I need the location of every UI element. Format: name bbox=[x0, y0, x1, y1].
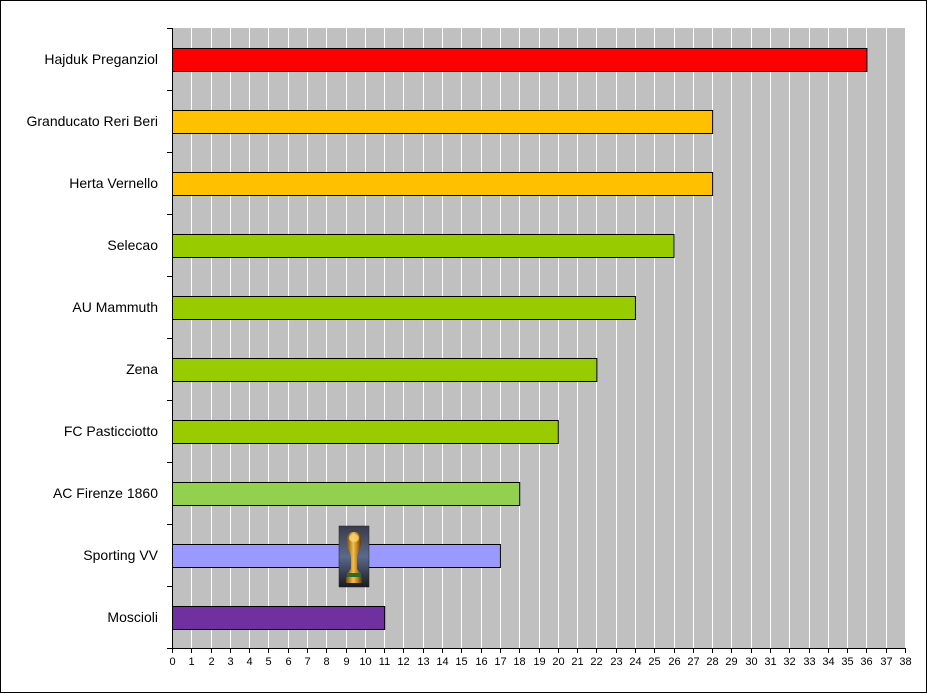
world-cup-trophy-icon bbox=[338, 525, 370, 588]
category-label: Granducato Reri Beri bbox=[26, 113, 158, 129]
x-tick-label: 35 bbox=[841, 656, 853, 668]
x-tick-label: 16 bbox=[475, 656, 487, 668]
category-label: Selecao bbox=[107, 237, 158, 253]
bars bbox=[172, 48, 868, 630]
x-tick-label: 22 bbox=[590, 656, 602, 668]
category-label: AU Mammuth bbox=[72, 299, 158, 315]
x-tick-label: 15 bbox=[455, 656, 467, 668]
category-label: Moscioli bbox=[107, 609, 158, 625]
x-tick-label: 28 bbox=[706, 656, 718, 668]
x-tick-label: 9 bbox=[343, 656, 349, 668]
x-tick-label: 21 bbox=[571, 656, 583, 668]
x-tick-label: 30 bbox=[745, 656, 757, 668]
bar bbox=[172, 544, 501, 568]
bar bbox=[172, 420, 559, 444]
x-tick-label: 37 bbox=[880, 656, 892, 668]
x-tick-label: 0 bbox=[169, 656, 175, 668]
x-tick-label: 13 bbox=[417, 656, 429, 668]
category-label: FC Pasticciotto bbox=[64, 423, 158, 439]
category-label: Herta Vernello bbox=[69, 175, 158, 191]
x-tick-label: 38 bbox=[899, 656, 911, 668]
x-tick-label: 27 bbox=[687, 656, 699, 668]
axes bbox=[167, 28, 906, 653]
category-label: Hajduk Preganziol bbox=[44, 51, 158, 67]
bar bbox=[172, 606, 386, 630]
category-label: Zena bbox=[126, 361, 158, 377]
x-tick-label: 8 bbox=[323, 656, 329, 668]
category-label: Sporting VV bbox=[83, 547, 158, 563]
x-tick-label: 2 bbox=[208, 656, 214, 668]
bar bbox=[172, 296, 636, 320]
x-tick-label: 10 bbox=[359, 656, 371, 668]
x-tick-label: 1 bbox=[188, 656, 194, 668]
category-labels: Hajduk Preganziol Granducato Reri Beri Her… bbox=[26, 51, 158, 625]
x-tick-label: 20 bbox=[552, 656, 564, 668]
x-tick-label: 5 bbox=[265, 656, 271, 668]
x-tick-label: 14 bbox=[436, 656, 448, 668]
x-tick-label: 36 bbox=[860, 656, 872, 668]
x-tick-label: 32 bbox=[783, 656, 795, 668]
x-tick-label: 23 bbox=[610, 656, 622, 668]
bar bbox=[172, 234, 675, 258]
x-tick-label: 34 bbox=[822, 656, 834, 668]
bar bbox=[172, 48, 868, 72]
x-tick-label: 18 bbox=[513, 656, 525, 668]
x-tick-label: 26 bbox=[668, 656, 680, 668]
x-tick-label: 25 bbox=[648, 656, 660, 668]
bar bbox=[172, 172, 714, 196]
x-tick-labels: 0 1 2 3 4 5 6 7 8 9 10 11 12 13 14 15 16 17 18 19 20 21 22 23 24… bbox=[169, 656, 911, 668]
category-label: AC Firenze 1860 bbox=[53, 485, 158, 501]
x-tick-label: 24 bbox=[629, 656, 641, 668]
x-tick-label: 4 bbox=[246, 656, 252, 668]
x-tick-label: 3 bbox=[227, 656, 233, 668]
x-tick-label: 33 bbox=[803, 656, 815, 668]
bar bbox=[172, 482, 521, 506]
x-tick-label: 6 bbox=[285, 656, 291, 668]
x-tick-label: 12 bbox=[397, 656, 409, 668]
x-tick-label: 17 bbox=[494, 656, 506, 668]
x-tick-label: 29 bbox=[725, 656, 737, 668]
bar bbox=[172, 358, 598, 382]
x-tick-label: 7 bbox=[304, 656, 310, 668]
x-tick-label: 31 bbox=[764, 656, 776, 668]
x-tick-label: 19 bbox=[533, 656, 545, 668]
x-tick-label: 11 bbox=[379, 656, 390, 668]
bar bbox=[172, 110, 714, 134]
